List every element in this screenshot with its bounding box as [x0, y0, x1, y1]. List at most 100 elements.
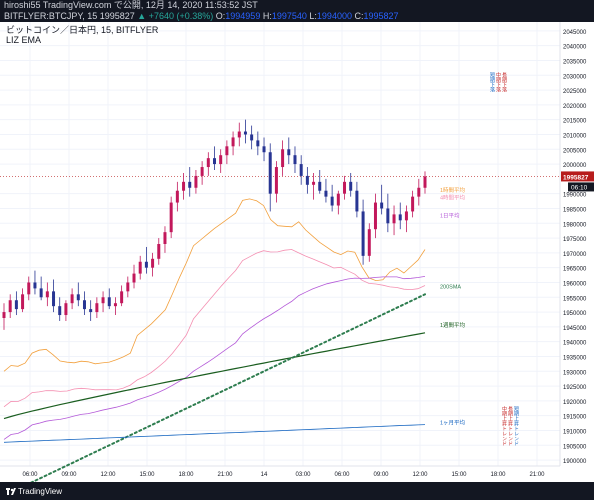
- candle-body: [404, 211, 408, 221]
- countdown-bg: [568, 182, 594, 192]
- candle-body: [219, 155, 223, 165]
- series-label-0: 1時間平均: [440, 186, 466, 194]
- price-change: ▲ +7640 (+0.38%): [137, 11, 214, 21]
- time-tick-label: 09:00: [61, 472, 77, 478]
- candle-body: [64, 303, 68, 316]
- time-tick-label: 15:00: [139, 472, 155, 478]
- candle-body: [324, 190, 328, 197]
- annotation-top-2: 長期下落: [501, 72, 507, 93]
- price-tag-label: 1995827: [563, 174, 589, 181]
- candle-body: [188, 181, 192, 188]
- candle-body: [330, 196, 334, 206]
- price-tick-label: 1920000: [563, 400, 587, 406]
- candle-body: [237, 131, 241, 138]
- price-tick-label: 1955000: [563, 296, 587, 302]
- candle-body: [318, 181, 322, 191]
- candle-body: [392, 214, 396, 224]
- candle-body: [95, 303, 99, 313]
- last-price: 1995827: [99, 11, 135, 21]
- annotation-top-0: 短期下落: [489, 71, 495, 93]
- price-tick-label: 1980000: [563, 222, 587, 228]
- candle-body: [423, 176, 427, 188]
- price-tick-label: 2020000: [563, 104, 587, 110]
- annotation-bottom-1: 長期上昇トレンド: [507, 406, 513, 446]
- ohlc-line: BITFLYER:BTCJPY, 15 1995827 ▲ +7640 (+0.…: [4, 11, 399, 22]
- candle-body: [126, 282, 130, 292]
- series-label-3: 200SMA: [440, 284, 461, 290]
- time-tick-label: 14: [261, 472, 268, 478]
- candle-body: [213, 158, 216, 165]
- ma-line-2: [3, 276, 426, 440]
- legend-title: ビットコイン／日本円, 15, BITFLYER: [6, 25, 159, 35]
- candle-body: [39, 288, 43, 298]
- time-tick-label: 12:00: [412, 472, 428, 478]
- candle-body: [27, 282, 31, 295]
- candle-body: [274, 167, 278, 194]
- high-label: H:: [262, 11, 272, 21]
- ma-line-5: [3, 424, 426, 443]
- candle-body: [138, 261, 142, 274]
- candle-body: [293, 155, 297, 165]
- candle-body: [373, 202, 377, 230]
- price-tick-label: 1910000: [563, 429, 587, 435]
- low-label: L:: [309, 11, 317, 21]
- footer-brand: TradingView: [18, 487, 63, 496]
- annotation-top-1: 中期下落: [495, 71, 501, 93]
- candle-body: [120, 291, 124, 304]
- price-tick-label: 1940000: [563, 341, 587, 347]
- chart-legend: ビットコイン／日本円, 15, BITFLYER LIZ EMA: [6, 25, 158, 45]
- price-tick-label: 1990000: [563, 193, 587, 199]
- time-tick-label: 15:00: [451, 472, 467, 478]
- candle-body: [58, 306, 62, 316]
- candle-body: [151, 258, 155, 268]
- price-tick-label: 1915000: [563, 415, 587, 421]
- time-tick-label: 09:00: [373, 472, 389, 478]
- time-tick-label: 21:00: [529, 472, 545, 478]
- candle-body: [2, 312, 6, 318]
- candle-body: [243, 131, 247, 135]
- candle-body: [182, 181, 186, 191]
- price-tick-label: 2010000: [563, 133, 587, 139]
- candle-body: [82, 300, 86, 310]
- candle-body: [169, 202, 173, 233]
- price-tick-label: 1900000: [563, 459, 587, 465]
- candle-body: [89, 309, 93, 313]
- candle-body: [312, 181, 316, 185]
- countdown-label: 06:10: [571, 184, 588, 191]
- candle-body: [206, 158, 210, 168]
- time-tick-label: 18:00: [178, 472, 194, 478]
- candle-body: [287, 149, 291, 156]
- close-value: 1995827: [363, 11, 399, 21]
- candle-body: [386, 208, 390, 224]
- publish-info: hiroshi55 TradingView.com で公開, 12月 14, 2…: [4, 0, 258, 10]
- candle-body: [70, 294, 74, 304]
- candle-body: [157, 244, 161, 259]
- candle-body: [411, 196, 415, 212]
- candle-body: [14, 300, 18, 310]
- candle-body: [250, 134, 254, 141]
- close-label: C:: [354, 11, 364, 21]
- candle-body: [256, 140, 260, 147]
- candle-body: [299, 164, 303, 176]
- candle-body: [132, 273, 136, 283]
- price-tick-label: 2045000: [563, 30, 587, 36]
- candle-body: [45, 291, 49, 298]
- legend-indicator: LIZ EMA: [6, 35, 42, 45]
- candle-body: [175, 190, 179, 203]
- price-chart[interactable]: 2045000 2040000 2035000 2030000 2025000 20200…: [0, 22, 594, 497]
- open-label: O:: [215, 11, 226, 21]
- time-tick-label: 06:00: [22, 472, 38, 478]
- chart-area[interactable]: 2045000 2040000 2035000 2030000 2025000 20200…: [0, 22, 594, 497]
- candle-body: [194, 175, 198, 188]
- candle-body: [262, 146, 266, 153]
- open-value: 1994959: [225, 11, 261, 21]
- candle-body: [336, 193, 340, 206]
- candle-body: [101, 297, 105, 304]
- candle-body: [21, 294, 25, 310]
- time-tick-label: 21:00: [217, 472, 233, 478]
- candle-body: [380, 202, 384, 209]
- series-label-5: 1ヶ月平均: [440, 419, 466, 427]
- time-tick-label: 03:00: [295, 472, 311, 478]
- candle-body: [349, 181, 353, 191]
- candle-body: [398, 214, 402, 221]
